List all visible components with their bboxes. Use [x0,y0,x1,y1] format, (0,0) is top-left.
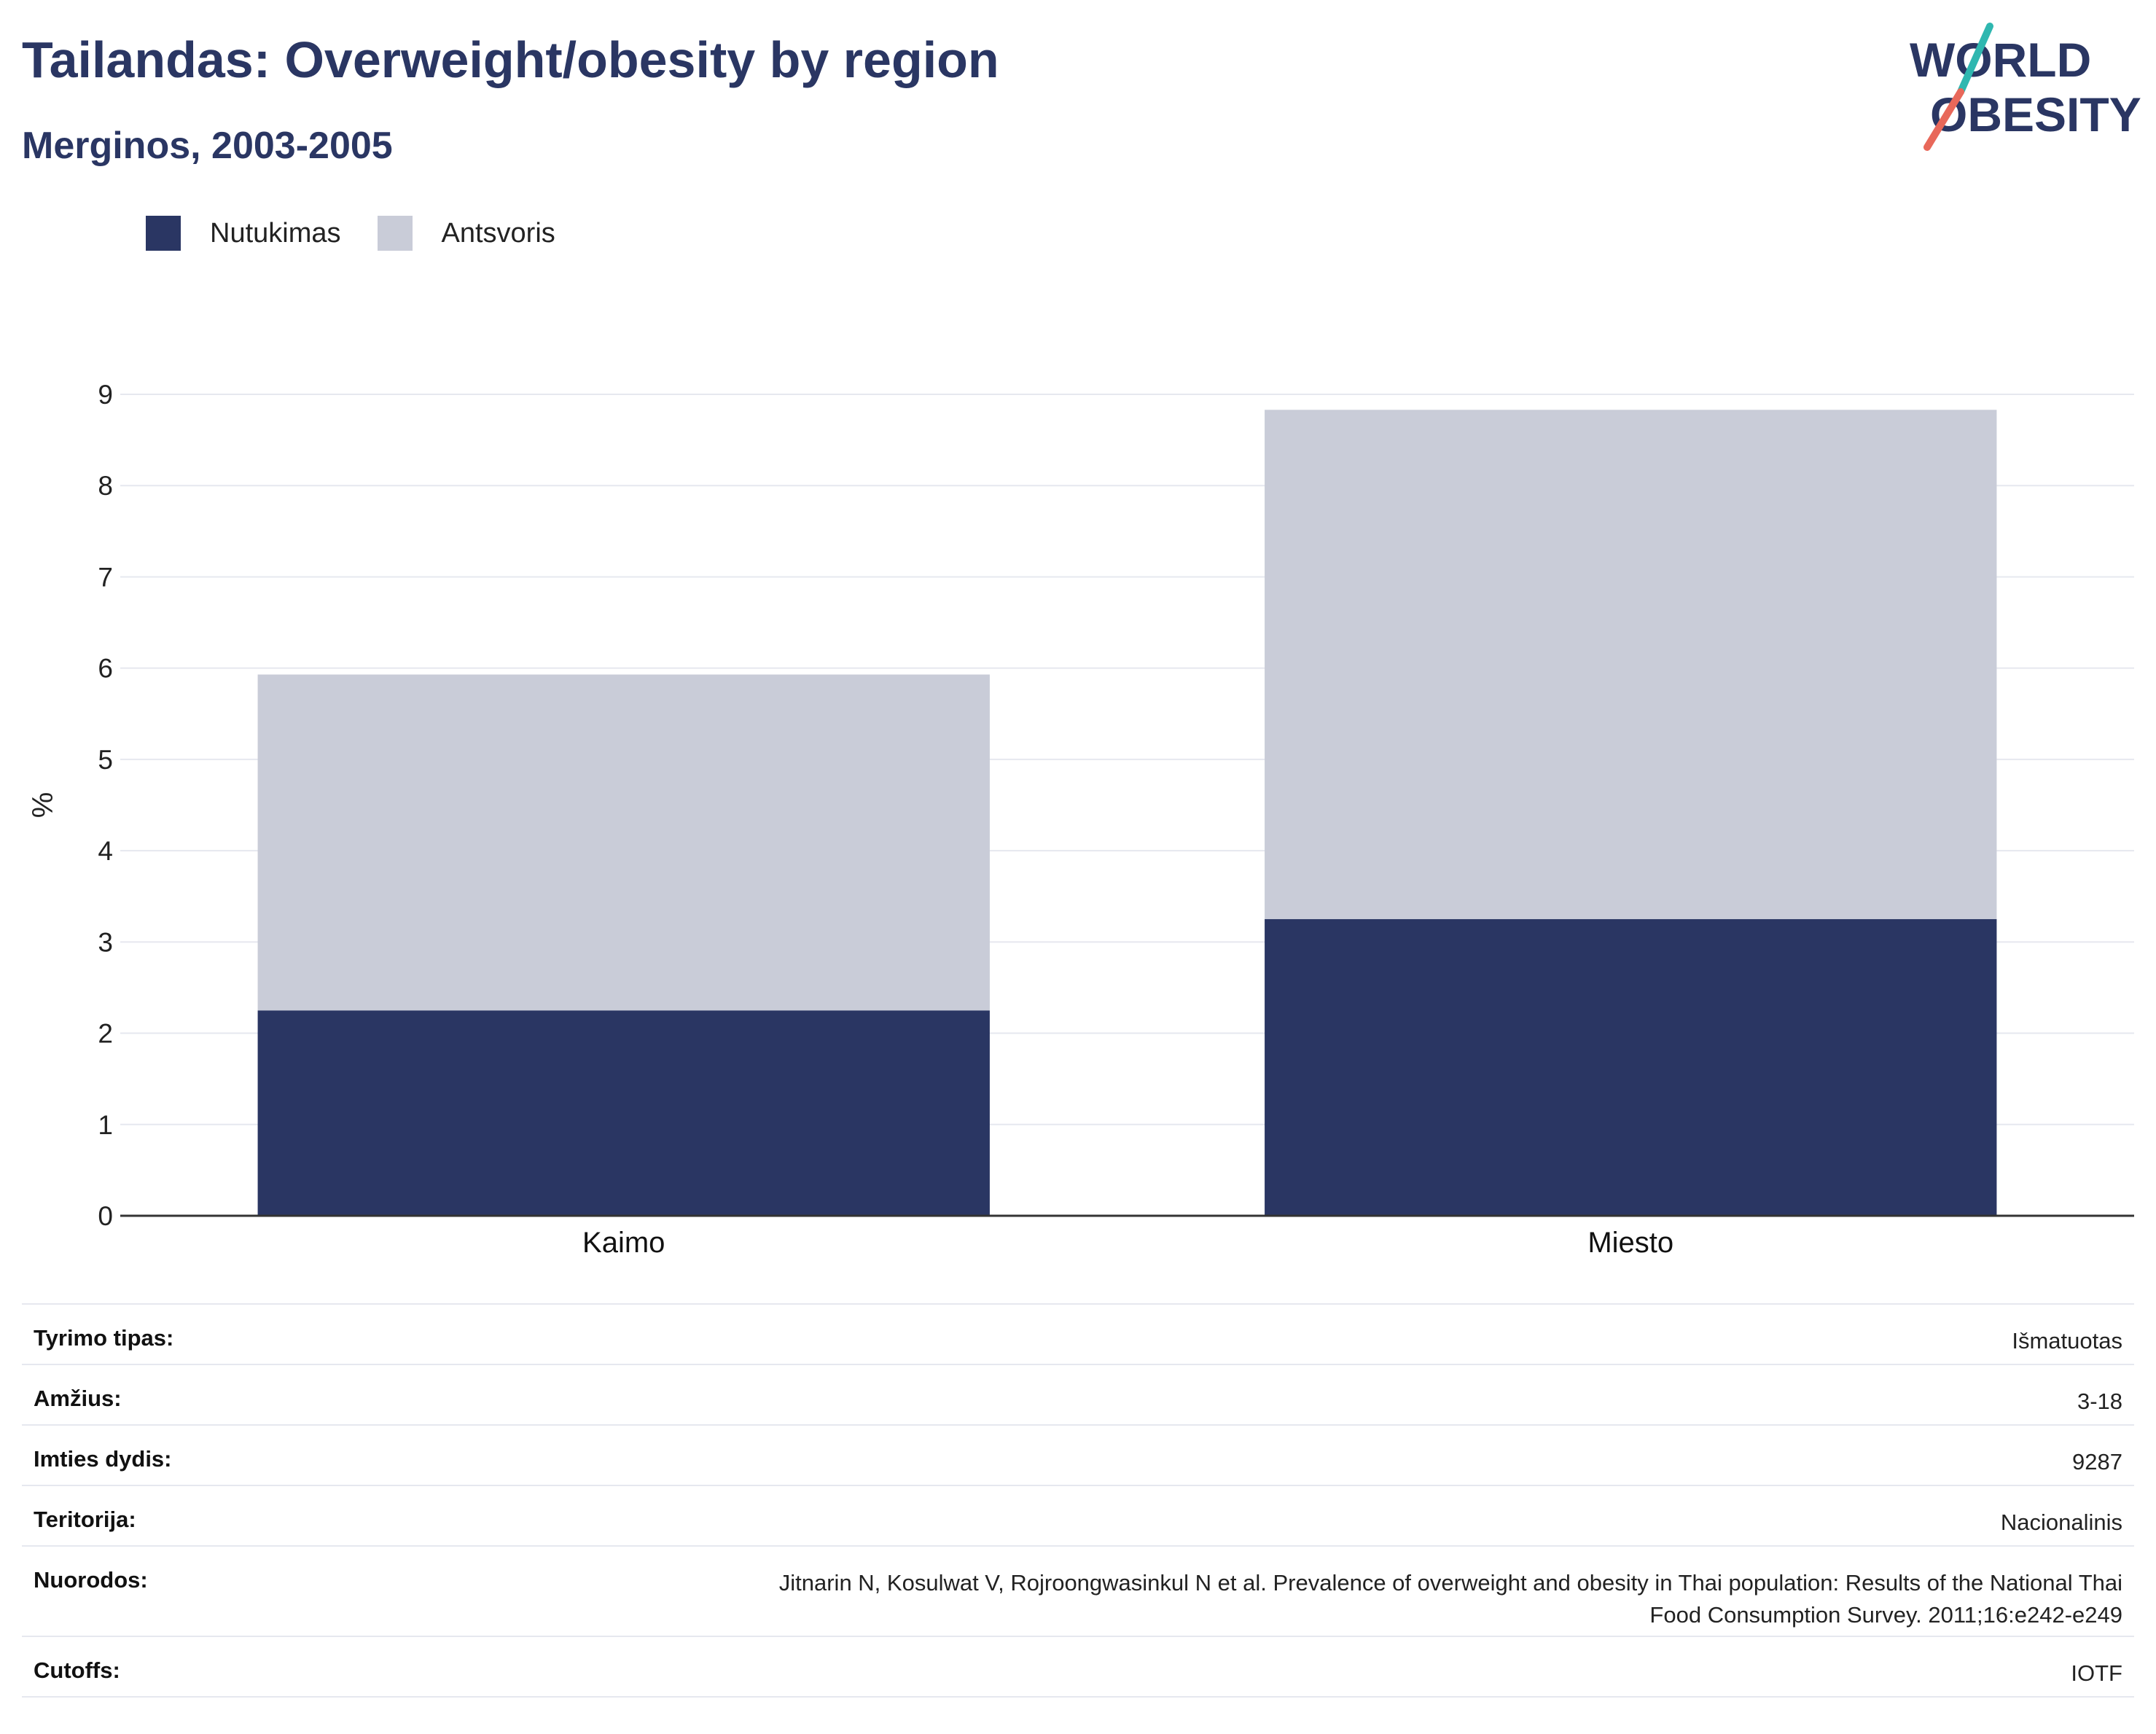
info-key: Amžius: [22,1364,186,1425]
info-value: Išmatuotas [185,1303,2134,1364]
legend-swatch-nutukimas [146,216,181,251]
info-key: Cutoffs: [22,1636,186,1698]
info-row-territory: Teritorija: Nacionalinis [22,1485,2134,1546]
y-tick-label: 6 [98,654,113,684]
stacked-bar-chart: 0 1 2 3 4 5 6 7 8 9% Kaimo Miesto [27,380,2134,1259]
info-key: Tyrimo tipas: [22,1303,186,1364]
info-row-references: Nuorodos: Jitnarin N, Kosulwat V, Rojroo… [22,1545,2134,1636]
svg-text:WORLD: WORLD [1910,33,2091,87]
legend-item-antsvoris: Antsvoris [377,216,555,251]
y-tick-label: 3 [98,927,113,957]
x-tick-label: Miesto [1587,1227,1673,1259]
info-key: Imties dydis: [22,1424,186,1485]
y-tick-label: 1 [98,1110,113,1140]
y-tick-label: 9 [98,380,113,410]
bar-nutukimas-miesto [1265,919,1997,1216]
legend-swatch-antsvoris [377,216,413,251]
legend-label-nutukimas: Nutukimas [210,217,341,249]
info-value: IOTF [185,1636,2134,1698]
page-subtitle: Merginos, 2003-2005 [22,125,393,167]
info-value: Nacionalinis [185,1485,2134,1546]
svg-text:OBESITY: OBESITY [1930,87,2141,141]
y-tick-label: 2 [98,1019,113,1049]
y-axis-label: % [27,792,59,819]
chart-legend: Nutukimas Antsvoris [146,216,592,251]
info-value: 3-18 [185,1364,2134,1425]
info-value: 9287 [185,1424,2134,1485]
bar-antsvoris-kaimo [257,674,990,1011]
y-tick-label: 0 [98,1201,113,1231]
x-tick-label: Kaimo [582,1227,665,1259]
info-key: Teritorija: [22,1485,186,1546]
y-tick-label: 5 [98,745,113,775]
legend-label-antsvoris: Antsvoris [441,217,555,249]
info-row-cutoffs: Cutoffs: IOTF [22,1636,2134,1698]
page-title: Tailandas: Overweight/obesity by region [22,31,999,88]
info-key: Nuorodos: [22,1545,186,1636]
info-row-age: Amžius: 3-18 [22,1364,2134,1425]
y-tick-label: 4 [98,836,113,866]
world-obesity-logo: WORLD OBESITY [1910,23,2141,151]
legend-item-nutukimas: Nutukimas [146,216,341,251]
bar-nutukimas-kaimo [257,1010,990,1216]
bar-antsvoris-miesto [1265,410,1997,920]
info-row-survey-type: Tyrimo tipas: Išmatuotas [22,1303,2134,1364]
y-tick-label: 7 [98,562,113,592]
y-tick-label: 8 [98,471,113,501]
info-row-sample-size: Imties dydis: 9287 [22,1424,2134,1485]
info-value: Jitnarin N, Kosulwat V, Rojroongwasinkul… [185,1545,2134,1636]
study-info-table: Tyrimo tipas: Išmatuotas Amžius: 3-18 Im… [22,1303,2134,1698]
